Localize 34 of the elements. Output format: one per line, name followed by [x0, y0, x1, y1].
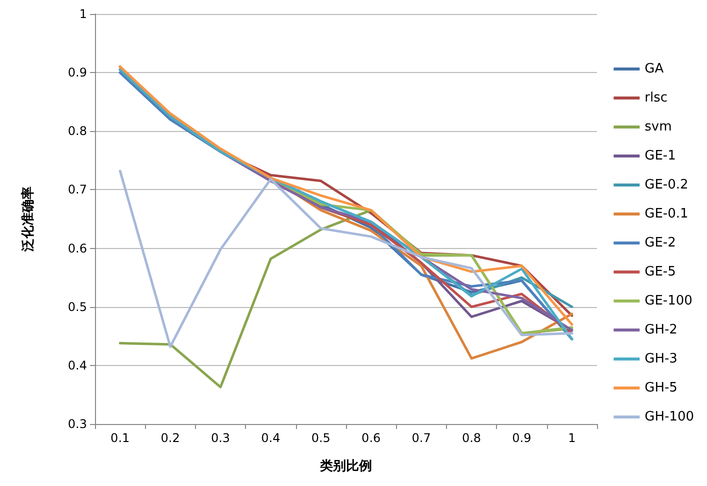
y-tick-label: 0.9 [68, 66, 87, 80]
legend-label: rlsc [644, 90, 668, 106]
x-tick-label: 0.7 [412, 431, 431, 445]
legend-label: GE-1 [644, 148, 676, 164]
legend-label: GE-5 [644, 264, 676, 280]
legend-label: GE-0.1 [644, 206, 688, 222]
x-tick-label: 0.3 [210, 431, 230, 445]
legend-label: GA [644, 62, 664, 76]
x-tick-label: 0.1 [110, 431, 130, 445]
legend-label: GE-2 [644, 236, 676, 250]
x-axis-title: 类别比例 [319, 459, 372, 474]
x-tick-label: 1 [568, 431, 576, 445]
y-tick-label: 0.3 [68, 417, 87, 431]
y-tick-label: 0.5 [68, 300, 87, 314]
x-tick-label: 0.5 [311, 431, 330, 445]
y-tick-label: 0.4 [68, 358, 87, 372]
y-tick-label: 1 [79, 7, 87, 21]
line-series [118, 170, 574, 348]
legend-label: GH-3 [644, 352, 678, 366]
x-tick-label: 0.8 [462, 431, 482, 445]
legend-label: svm [644, 120, 672, 134]
x-tick-label: 0.4 [261, 431, 280, 445]
legend-label: GH-5 [644, 380, 678, 396]
y-tick-label: 0.6 [68, 241, 87, 256]
y-tick-label: 0.8 [68, 124, 87, 138]
x-tick-label: 0.2 [160, 431, 180, 445]
legend-label: GE-0.2 [644, 178, 688, 192]
legend-label: GH-100 [644, 410, 694, 424]
x-tick-label: 0.9 [512, 431, 532, 445]
legend-label: GH-2 [644, 322, 678, 338]
legend-label: GE-100 [644, 294, 692, 308]
y-tick-label: 0.7 [68, 182, 87, 197]
x-tick-label: 0.6 [362, 431, 381, 445]
y-axis-title: 泛化准确率 [20, 186, 36, 252]
